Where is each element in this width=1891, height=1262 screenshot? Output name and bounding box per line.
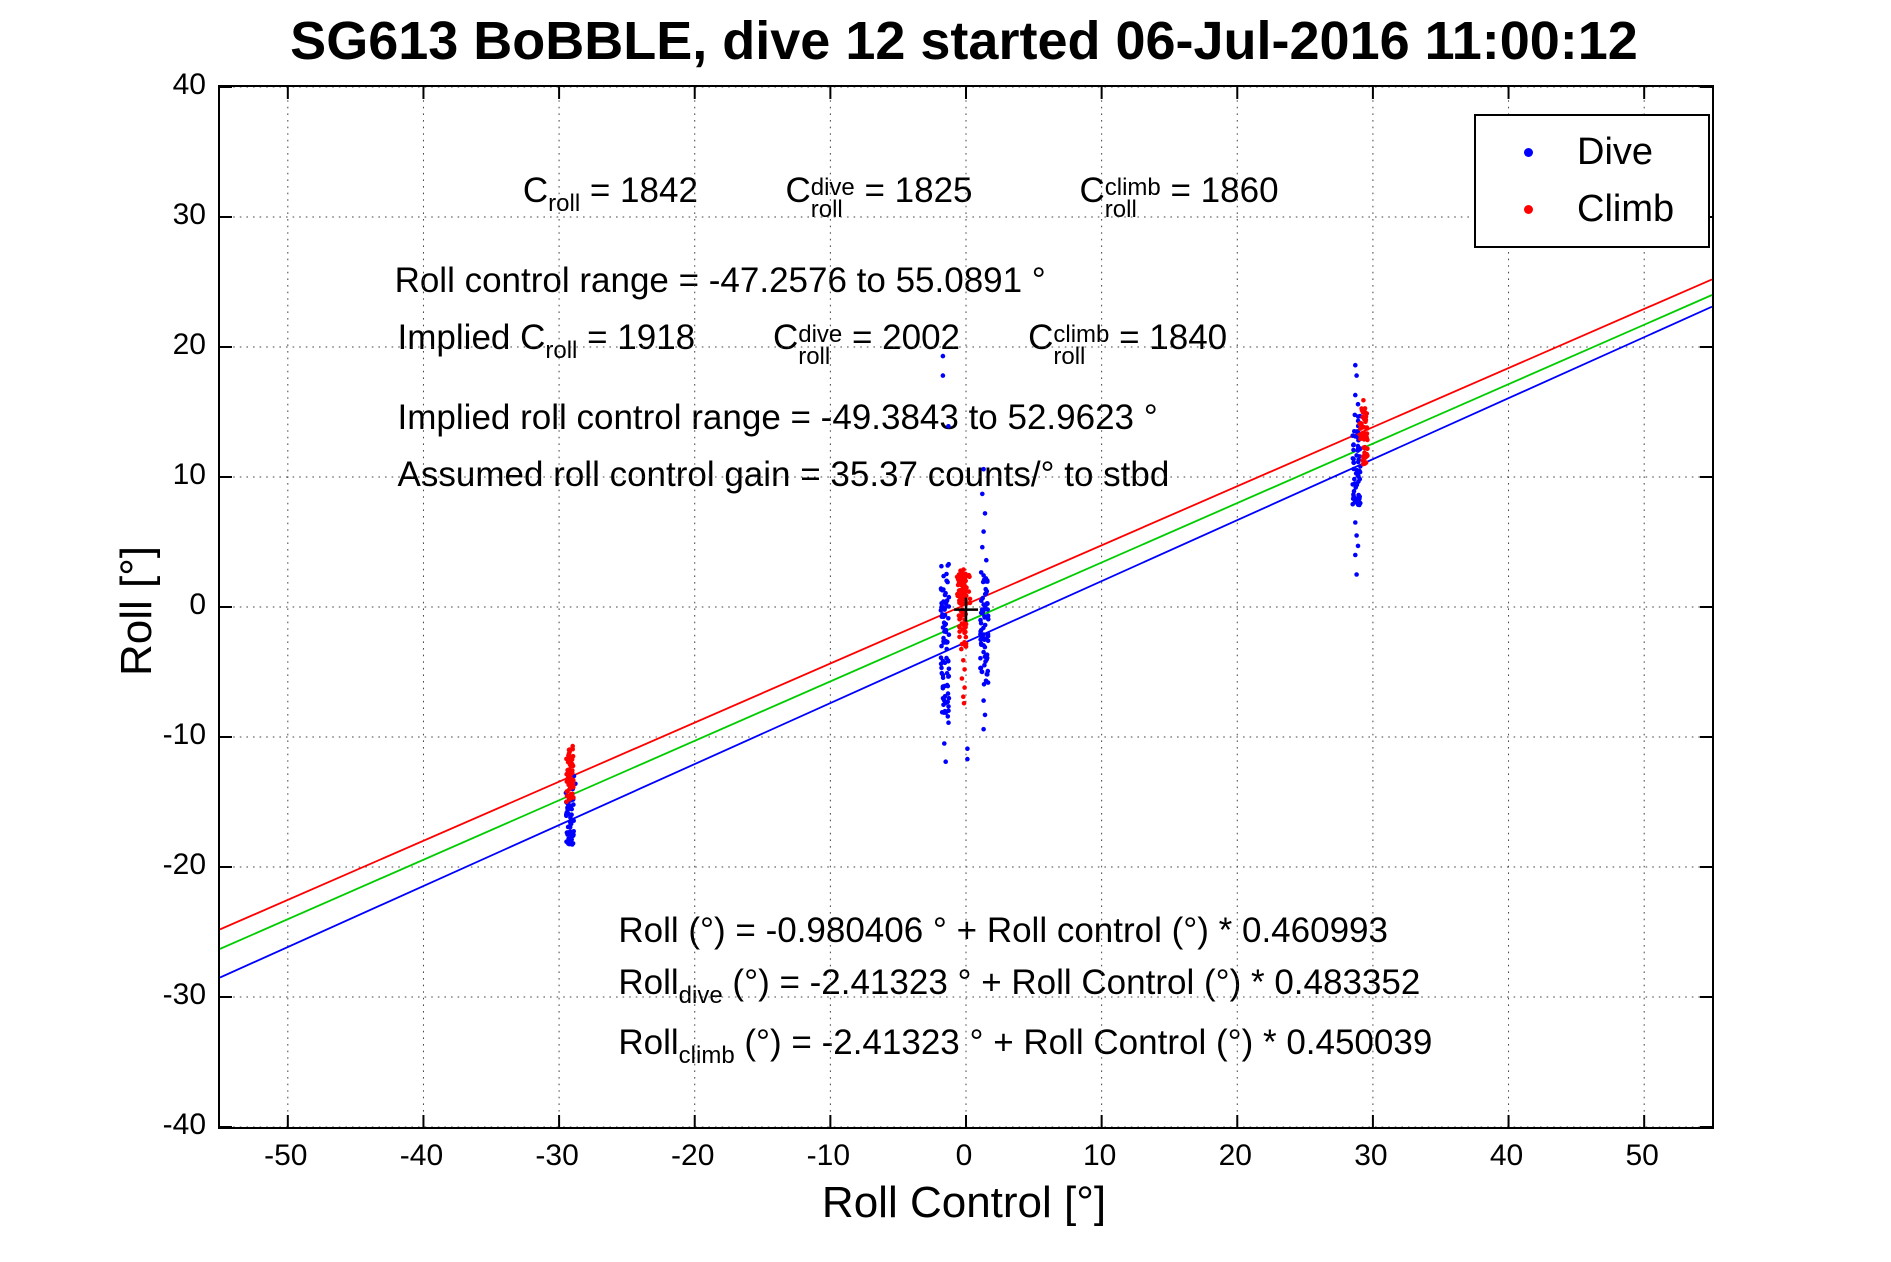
fit-climb-equation: Rollclimb (°) = -2.41323 ° + Roll Contro… [618, 1022, 1433, 1069]
y-tick-label: 10 [172, 458, 206, 491]
climb-marker-icon [1524, 205, 1533, 215]
center-plus-marker [954, 597, 978, 622]
sub-sup-group: climb roll [1053, 320, 1110, 370]
y-tick-label: 0 [189, 588, 206, 621]
y-tick-label: 30 [172, 198, 206, 231]
x-tick-label: 40 [1489, 1139, 1524, 1172]
tick-marks [220, 87, 1712, 1127]
x-tick-label: -30 [535, 1139, 579, 1172]
y-tick-label: -30 [162, 978, 206, 1011]
y-axis-label: Roll [°] [112, 545, 161, 677]
legend-label: Climb [1577, 188, 1675, 231]
y-tick-label: -20 [162, 848, 206, 881]
plot-canvas [220, 87, 1712, 1127]
fit-all-equation: Roll (°) = -0.980406 ° + Roll control (°… [618, 910, 1388, 950]
x-tick-label: 20 [1218, 1139, 1252, 1172]
x-tick-label: -40 [399, 1139, 444, 1172]
assumed-gain-line: Assumed roll control gain = 35.37 counts… [397, 455, 1170, 495]
dive-marker-icon [1524, 147, 1533, 157]
legend-box: Dive Climb [1474, 114, 1710, 248]
legend-label: Dive [1577, 130, 1654, 173]
x-tick-label: -10 [806, 1139, 851, 1172]
y-tick-label: 20 [172, 328, 206, 361]
implied-roll-control-range-line: Implied roll control range = -49.3843 to… [397, 397, 1158, 437]
dive-points [563, 353, 1363, 847]
legend-entry-dive: Dive [1476, 131, 1708, 174]
x-axis-label: Roll Control [°] [821, 1178, 1107, 1227]
x-tick-label: 30 [1354, 1139, 1388, 1172]
fit-dive-equation: Rolldive (°) = -2.41323 ° + Roll Control… [618, 962, 1421, 1009]
climb-points [564, 398, 1370, 805]
y-tick-label: 40 [172, 68, 206, 101]
y-tick-label: -40 [162, 1108, 206, 1141]
x-tick-label: -50 [264, 1139, 308, 1172]
x-tick-label: 10 [1082, 1139, 1117, 1172]
y-tick-label: -10 [162, 718, 206, 751]
x-tick-label: 0 [955, 1139, 973, 1172]
legend-entry-climb: Climb [1476, 188, 1708, 231]
x-tick-label: 50 [1625, 1139, 1659, 1172]
sub-sup-group: dive roll [798, 320, 843, 370]
chart-title: SG613 BoBBLE, dive 12 started 06-Jul-201… [290, 11, 1638, 71]
x-tick-label: -20 [671, 1139, 715, 1172]
sub-sup-group: climb roll [1104, 174, 1161, 224]
sub-sup-group: dive roll [810, 174, 855, 224]
roll-control-range-line: Roll control range = -47.2576 to 55.0891… [394, 260, 1046, 300]
